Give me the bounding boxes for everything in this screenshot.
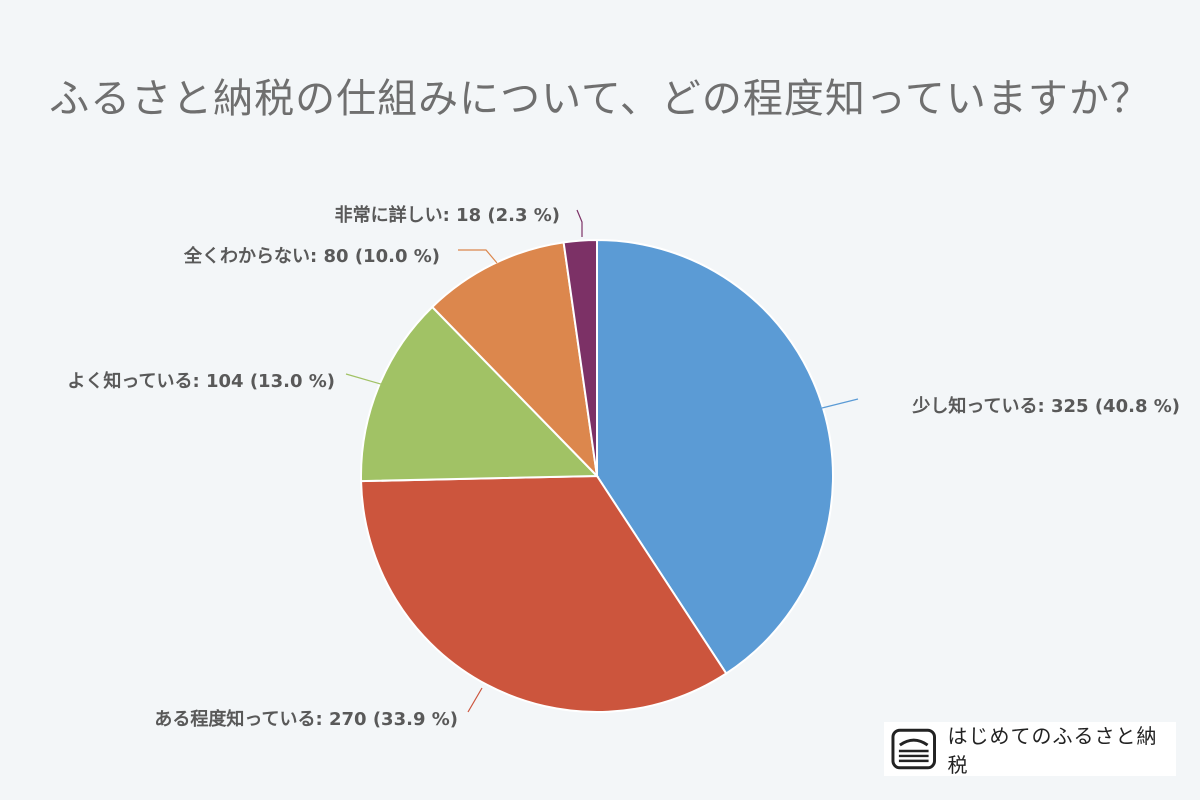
- leader-line: [576, 209, 583, 237]
- pie-slice: [360, 474, 728, 713]
- leader-line: [821, 398, 859, 409]
- pie-slices: [360, 238, 834, 713]
- data-label: 少し知っている: 325 (40.8 %): [911, 395, 1180, 417]
- chart-title: ふるさと納税の仕組みについて、どの程度知っていますか？: [49, 76, 1151, 122]
- leader-line: [345, 373, 385, 386]
- data-label: よく知っている: 104 (13.0 %): [67, 370, 335, 392]
- leader-line: [458, 249, 498, 264]
- pie-slice: [562, 238, 598, 477]
- pie-slice: [360, 305, 600, 483]
- pie-slice: [430, 241, 599, 479]
- brand-name: はじめてのふるさと納税: [947, 724, 1158, 777]
- data-label: ある程度知っている: 270 (33.9 %): [154, 708, 458, 730]
- data-label: 全くわからない: 80 (10.0 %): [183, 245, 440, 267]
- brand-badge: はじめてのふるさと納税: [884, 722, 1176, 777]
- leader-lines: [345, 209, 859, 713]
- leader-line: [467, 687, 483, 713]
- furusato-logo-icon: [891, 728, 937, 770]
- data-label: 非常に詳しい: 18 (2.3 %): [335, 204, 560, 226]
- data-labels: 少し知っている: 325 (40.8 %) ある程度知っている: 270 (33.…: [67, 204, 1180, 730]
